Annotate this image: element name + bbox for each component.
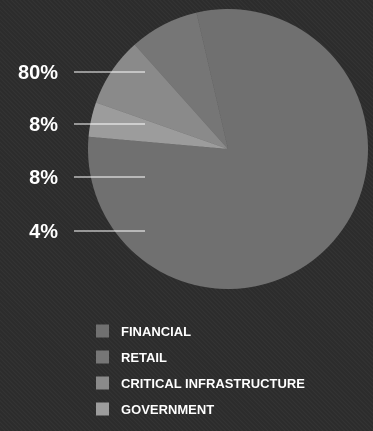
pie-slice-retail <box>134 12 228 150</box>
legend-label-financial: FINANCIAL <box>121 324 191 339</box>
pie-slice-critical-infrastructure <box>95 44 228 149</box>
legend-label-government: GOVERNMENT <box>121 402 214 417</box>
percentage-label-retail: 8% <box>29 114 58 136</box>
legend: FINANCIAL RETAIL CRITICAL INFRASTRUCTURE GO… <box>96 324 305 417</box>
percentage-label-government: 4% <box>29 221 58 243</box>
percentage-label-financial: 80% <box>18 62 58 84</box>
legend-label-retail: RETAIL <box>121 350 167 365</box>
pie-slice-financial <box>87 9 368 290</box>
percentage-label-critical-infrastructure: 8% <box>29 167 58 189</box>
legend-swatch-retail <box>96 350 109 364</box>
legend-swatch-financial <box>96 324 109 338</box>
legend-swatch-critical-infrastructure <box>96 376 109 390</box>
legend-label-critical-infrastructure: CRITICAL INFRASTRUCTURE <box>121 376 305 391</box>
pie-slice-government <box>88 102 228 149</box>
legend-swatch-government <box>96 402 109 416</box>
percentage-callouts: 80% 8% 8% 4% <box>18 62 145 243</box>
pie-slices <box>87 9 368 290</box>
